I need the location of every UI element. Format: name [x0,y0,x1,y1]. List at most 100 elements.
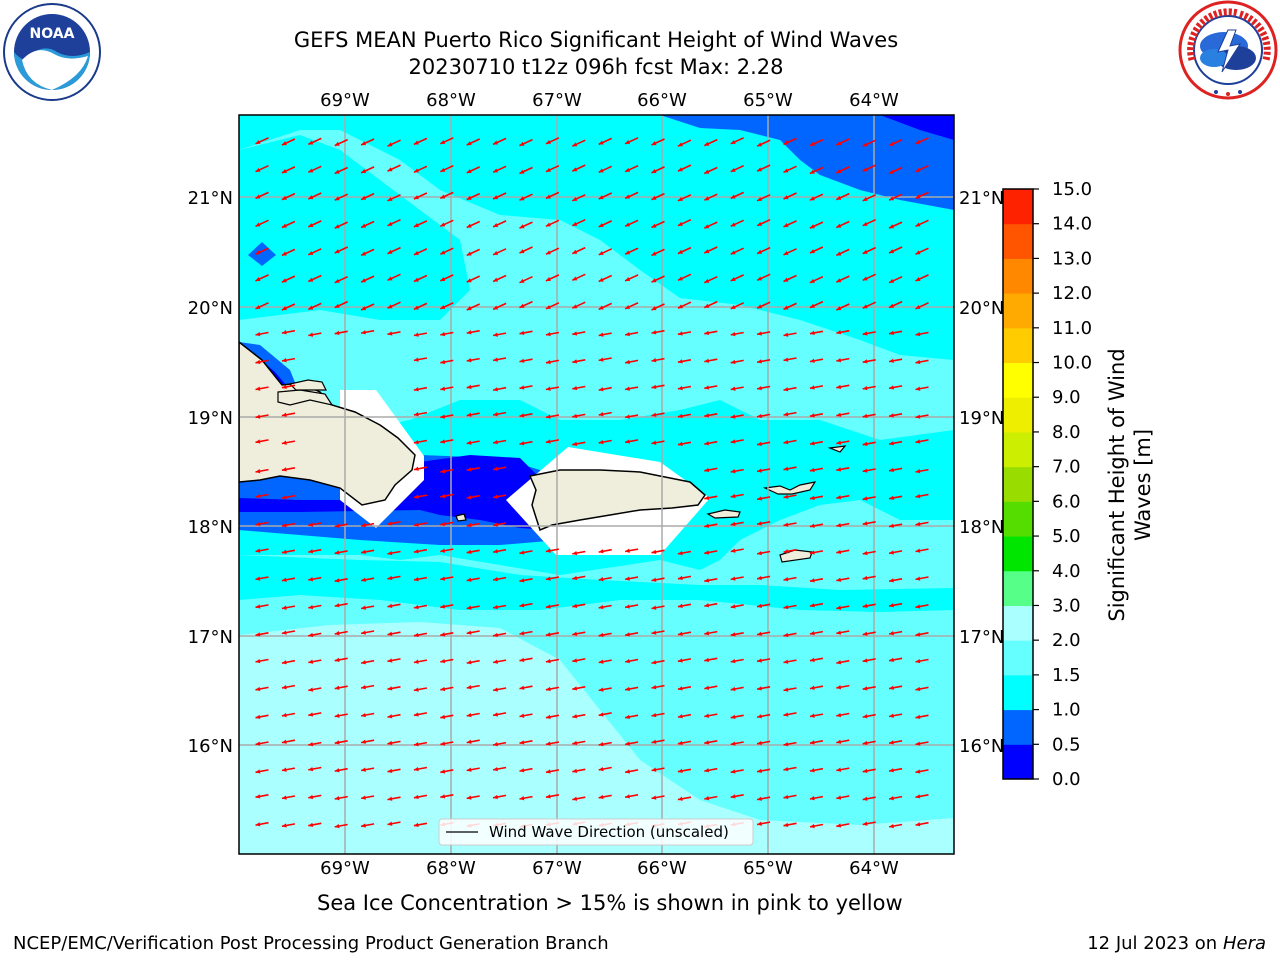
wave-direction-arrowhead [519,441,525,446]
wave-direction-arrowhead [836,630,842,635]
wave-direction-arrowhead [915,167,921,172]
wave-direction-arrowhead [757,142,763,147]
wave-direction-arrowhead [651,278,657,283]
wave-direction-arrowhead [704,196,710,201]
wave-direction-arrowhead [255,632,261,637]
wave-direction-arrowhead [493,632,498,638]
wave-direction-arrowhead [281,467,287,472]
wave-direction-arrowhead [545,548,551,553]
wave-direction-arrowhead [281,712,287,718]
wave-direction-arrowhead [519,685,525,690]
wave-direction-arrowhead [255,794,261,799]
wave-direction-arrowhead [889,303,895,308]
wave-direction-arrowhead [598,332,604,337]
wave-direction-arrowhead [466,685,472,690]
wave-direction-arrowhead [730,794,736,799]
wave-direction-arrowhead [836,306,842,311]
wave-direction-arrowhead [519,550,525,555]
wave-band-1-to-1-5-north [239,115,954,360]
wave-band-0-to-0-5-ne [880,115,954,140]
wave-direction-arrowhead [493,357,498,362]
latitude-label: 19°N [188,408,233,429]
wave-direction-arrowhead [308,742,314,747]
wave-direction-arrowhead [361,330,366,335]
wave-direction-arrowhead [757,385,762,391]
wave-direction-arrowhead [413,332,419,337]
wave-direction-arrowhead [704,169,710,174]
wave-direction-arrowhead [704,578,710,583]
wave-direction-arrowhead [757,331,762,336]
wave-direction-arrowhead [466,605,472,610]
wave-direction-arrowhead [255,769,261,774]
wave-direction-arrowhead [730,194,736,199]
wave-direction-arrowhead [757,796,762,801]
wave-direction-arrowhead [545,139,551,144]
wave-direction-arrowhead [466,440,472,445]
wave-direction-arrowhead [440,741,446,746]
wave-direction-arrowhead [493,577,498,582]
wave-direction-arrowhead [809,768,815,773]
wave-direction-arrowhead [440,469,446,474]
wave-direction-arrowhead [387,167,393,172]
wave-direction-arrowhead [545,414,551,419]
wave-direction-arrowhead [440,658,446,664]
wave-direction-arrowhead [862,821,868,826]
wave-band-1-to-1-5-west [239,135,470,320]
wave-direction-arrowhead [783,659,789,664]
wave-direction-arrowhead [783,712,789,717]
wave-direction-arrowhead [255,414,261,419]
wave-direction-arrowhead [598,195,604,200]
wave-direction-arrowhead [361,195,367,200]
wave-direction-arrowhead [440,331,446,337]
wave-direction-arrowhead [572,331,578,336]
wave-direction-arrowhead [915,686,921,692]
wave-direction-arrowhead [545,277,551,281]
wave-direction-arrowhead [730,331,736,337]
wave-direction-arrowhead [730,576,736,581]
wave-direction-arrowhead [757,714,762,719]
wave-direction-arrowhead [545,359,551,365]
wave-direction-arrowhead [730,222,736,227]
wave-direction-arrowhead [334,550,340,555]
wave-direction-arrowhead [783,604,789,610]
wave-direction-arrowhead [387,550,393,556]
wave-direction-arrowhead [783,223,789,227]
wave-direction-arrowhead [387,575,393,581]
wave-direction-arrowhead [387,686,393,691]
wave-direction-arrowhead [598,305,604,310]
wave-direction-arrowhead [809,467,815,473]
wave-direction-arrowhead [651,577,657,582]
wave-direction-arrowhead [255,304,261,309]
noaa-logo-icon: NOAA [3,3,101,101]
wave-direction-arrowhead [704,141,710,146]
wave-direction-arrowhead [625,686,630,692]
wave-direction-arrowhead [783,494,789,499]
wave-direction-arrowhead [281,523,287,528]
wave-direction-arrowhead [677,249,683,254]
wave-direction-arrowhead [308,659,314,664]
wave-direction-arrowhead [915,741,921,746]
wave-direction-arrowhead [862,413,868,419]
wave-direction-arrowhead [757,496,762,501]
wave-direction-arrowhead [757,441,762,447]
wave-direction-arrowhead [572,221,578,226]
wave-direction-arrowhead [889,550,894,555]
wave-direction-arrowhead [862,740,868,746]
wave-direction-arrowhead [493,659,498,664]
wind-wave-direction-arrows [255,137,929,829]
wave-direction-arrowhead [651,223,657,228]
wave-direction-arrowhead [625,741,630,746]
wave-direction-arrowhead [413,250,419,255]
wave-direction-arrowhead [413,195,419,200]
longitude-label: 64°W [849,858,899,879]
wave-direction-arrowhead [519,385,525,390]
wave-direction-arrowhead [281,739,287,744]
wave-direction-arrowhead [361,577,366,582]
wave-direction-arrowhead [730,632,736,637]
wave-direction-arrowhead [334,740,340,745]
wave-direction-arrowhead [889,141,895,146]
wave-direction-arrowhead [598,387,604,392]
wave-direction-arrowhead [572,575,578,581]
wave-direction-arrowhead [308,223,314,227]
map-frame [238,114,955,855]
